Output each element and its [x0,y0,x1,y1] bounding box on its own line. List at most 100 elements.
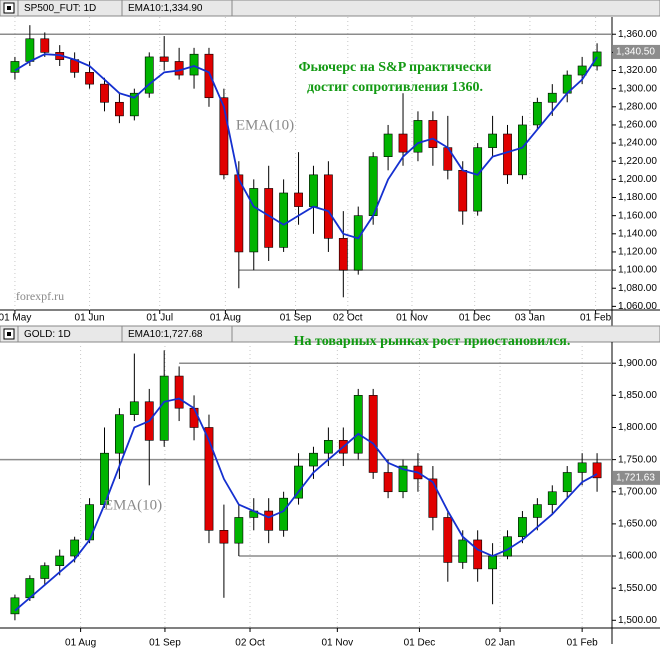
candle-body [10,597,20,615]
candle-body [547,92,557,103]
candle-body [488,133,497,148]
y-tick-label: 1,600.00 [618,551,657,562]
y-tick-label: 1,700.00 [618,486,657,497]
candle-body [55,555,65,566]
candle-body [129,92,139,117]
candle-body [249,188,259,253]
candle-body [204,427,214,531]
candle-body [592,462,602,479]
candle-body [338,238,348,271]
panel-header [0,0,660,17]
candle-body [383,472,393,493]
x-tick-label: 02 Jan [485,638,515,649]
x-tick-label: 02 Oct [333,313,363,324]
y-tick-label: 1,200.00 [618,174,657,185]
candle-body [144,56,154,94]
candle-body [488,555,497,570]
candle-body [353,215,363,271]
candle-body [294,192,303,207]
annotation: EMA(10) [104,497,162,513]
y-tick-label: 1,650.00 [618,519,657,530]
candle-body [159,375,169,441]
x-tick-label: 01 Jul [146,313,173,324]
x-tick-label: 01 Sep [149,638,181,649]
y-tick-label: 1,080.00 [618,283,657,294]
candle-body [174,375,184,409]
last-price-box [613,44,660,59]
candle-body [309,452,318,467]
candle-body [40,38,50,53]
x-tick-label: 01 Feb [567,638,599,649]
x-tick-label: 01 May [0,313,31,324]
y-tick-label: 1,120.00 [618,247,657,258]
candle-body [174,61,184,76]
y-tick-label: 1,160.00 [618,210,657,221]
candle-body [458,170,468,212]
annotation: Фьючерс на S&P практически [299,60,492,75]
candle-body [383,133,393,157]
last-price-box [613,470,660,485]
last-price-label: 1,721.63 [616,472,655,483]
y-tick-label: 1,220.00 [618,156,657,167]
candle-body [264,510,274,531]
candle-body [219,530,229,544]
header-icon-inner [7,332,11,336]
candle-body [189,407,199,428]
header-icon-inner [7,6,11,10]
x-tick-label: 01 Jun [75,313,105,324]
candle-body [309,174,318,207]
panel-title: SP500_FUT: 1D [24,3,96,14]
y-tick-label: 1,100.00 [618,265,657,276]
y-tick-label: 1,240.00 [618,138,657,149]
annotation: На товарных рынках рост приостановился. [294,334,571,349]
candle-body [25,38,35,62]
candle-body [532,101,542,126]
y-tick-label: 1,500.00 [618,615,657,626]
y-tick-label: 1,280.00 [618,101,657,112]
y-tick-label: 1,900.00 [618,358,657,369]
y-tick-label: 1,750.00 [618,454,657,465]
candle-body [234,517,244,544]
candle-body [428,120,438,148]
candle-body [398,465,408,493]
x-tick-label: 01 Dec [404,638,436,649]
y-tick-label: 1,260.00 [618,120,657,131]
candle-body [398,133,408,153]
candle-body [428,478,438,518]
candle-body [532,504,542,518]
candle-body [159,56,169,62]
candle-body [577,462,587,473]
x-tick-label: 01 Nov [396,313,428,324]
candle-body [323,440,333,454]
x-tick-label: 01 Nov [322,638,354,649]
y-tick-label: 1,360.00 [618,29,657,40]
candle-body [219,97,229,176]
annotation: достиг сопротивления 1360. [307,80,483,95]
candle-body [40,565,50,579]
candle-body [577,65,587,76]
candle-body [503,536,512,557]
candle-body [592,51,602,67]
y-tick-label: 1,060.00 [618,301,657,312]
candle-body [413,120,423,153]
y-tick-label: 1,180.00 [618,192,657,203]
candle-body [562,472,572,493]
candle-body [10,61,20,73]
y-tick-label: 1,320.00 [618,65,657,76]
panel-header [0,325,660,343]
candle-body [443,517,453,563]
candle-body [204,53,214,99]
candle-body [547,491,557,505]
ema-line [14,53,598,240]
x-tick-label: 02 Oct [235,638,265,649]
x-tick-label: 01 Aug [65,638,96,649]
candle-body [368,395,378,473]
candle-body [234,174,244,253]
last-price-label: 1,340.50 [616,47,655,58]
x-tick-label: 01 Aug [210,313,241,324]
y-tick-label: 1,550.00 [618,583,657,594]
ema-line [14,397,598,612]
candle-body [115,414,124,454]
x-tick-label: 01 Sep [280,313,312,324]
y-tick-label: 1,300.00 [618,83,657,94]
